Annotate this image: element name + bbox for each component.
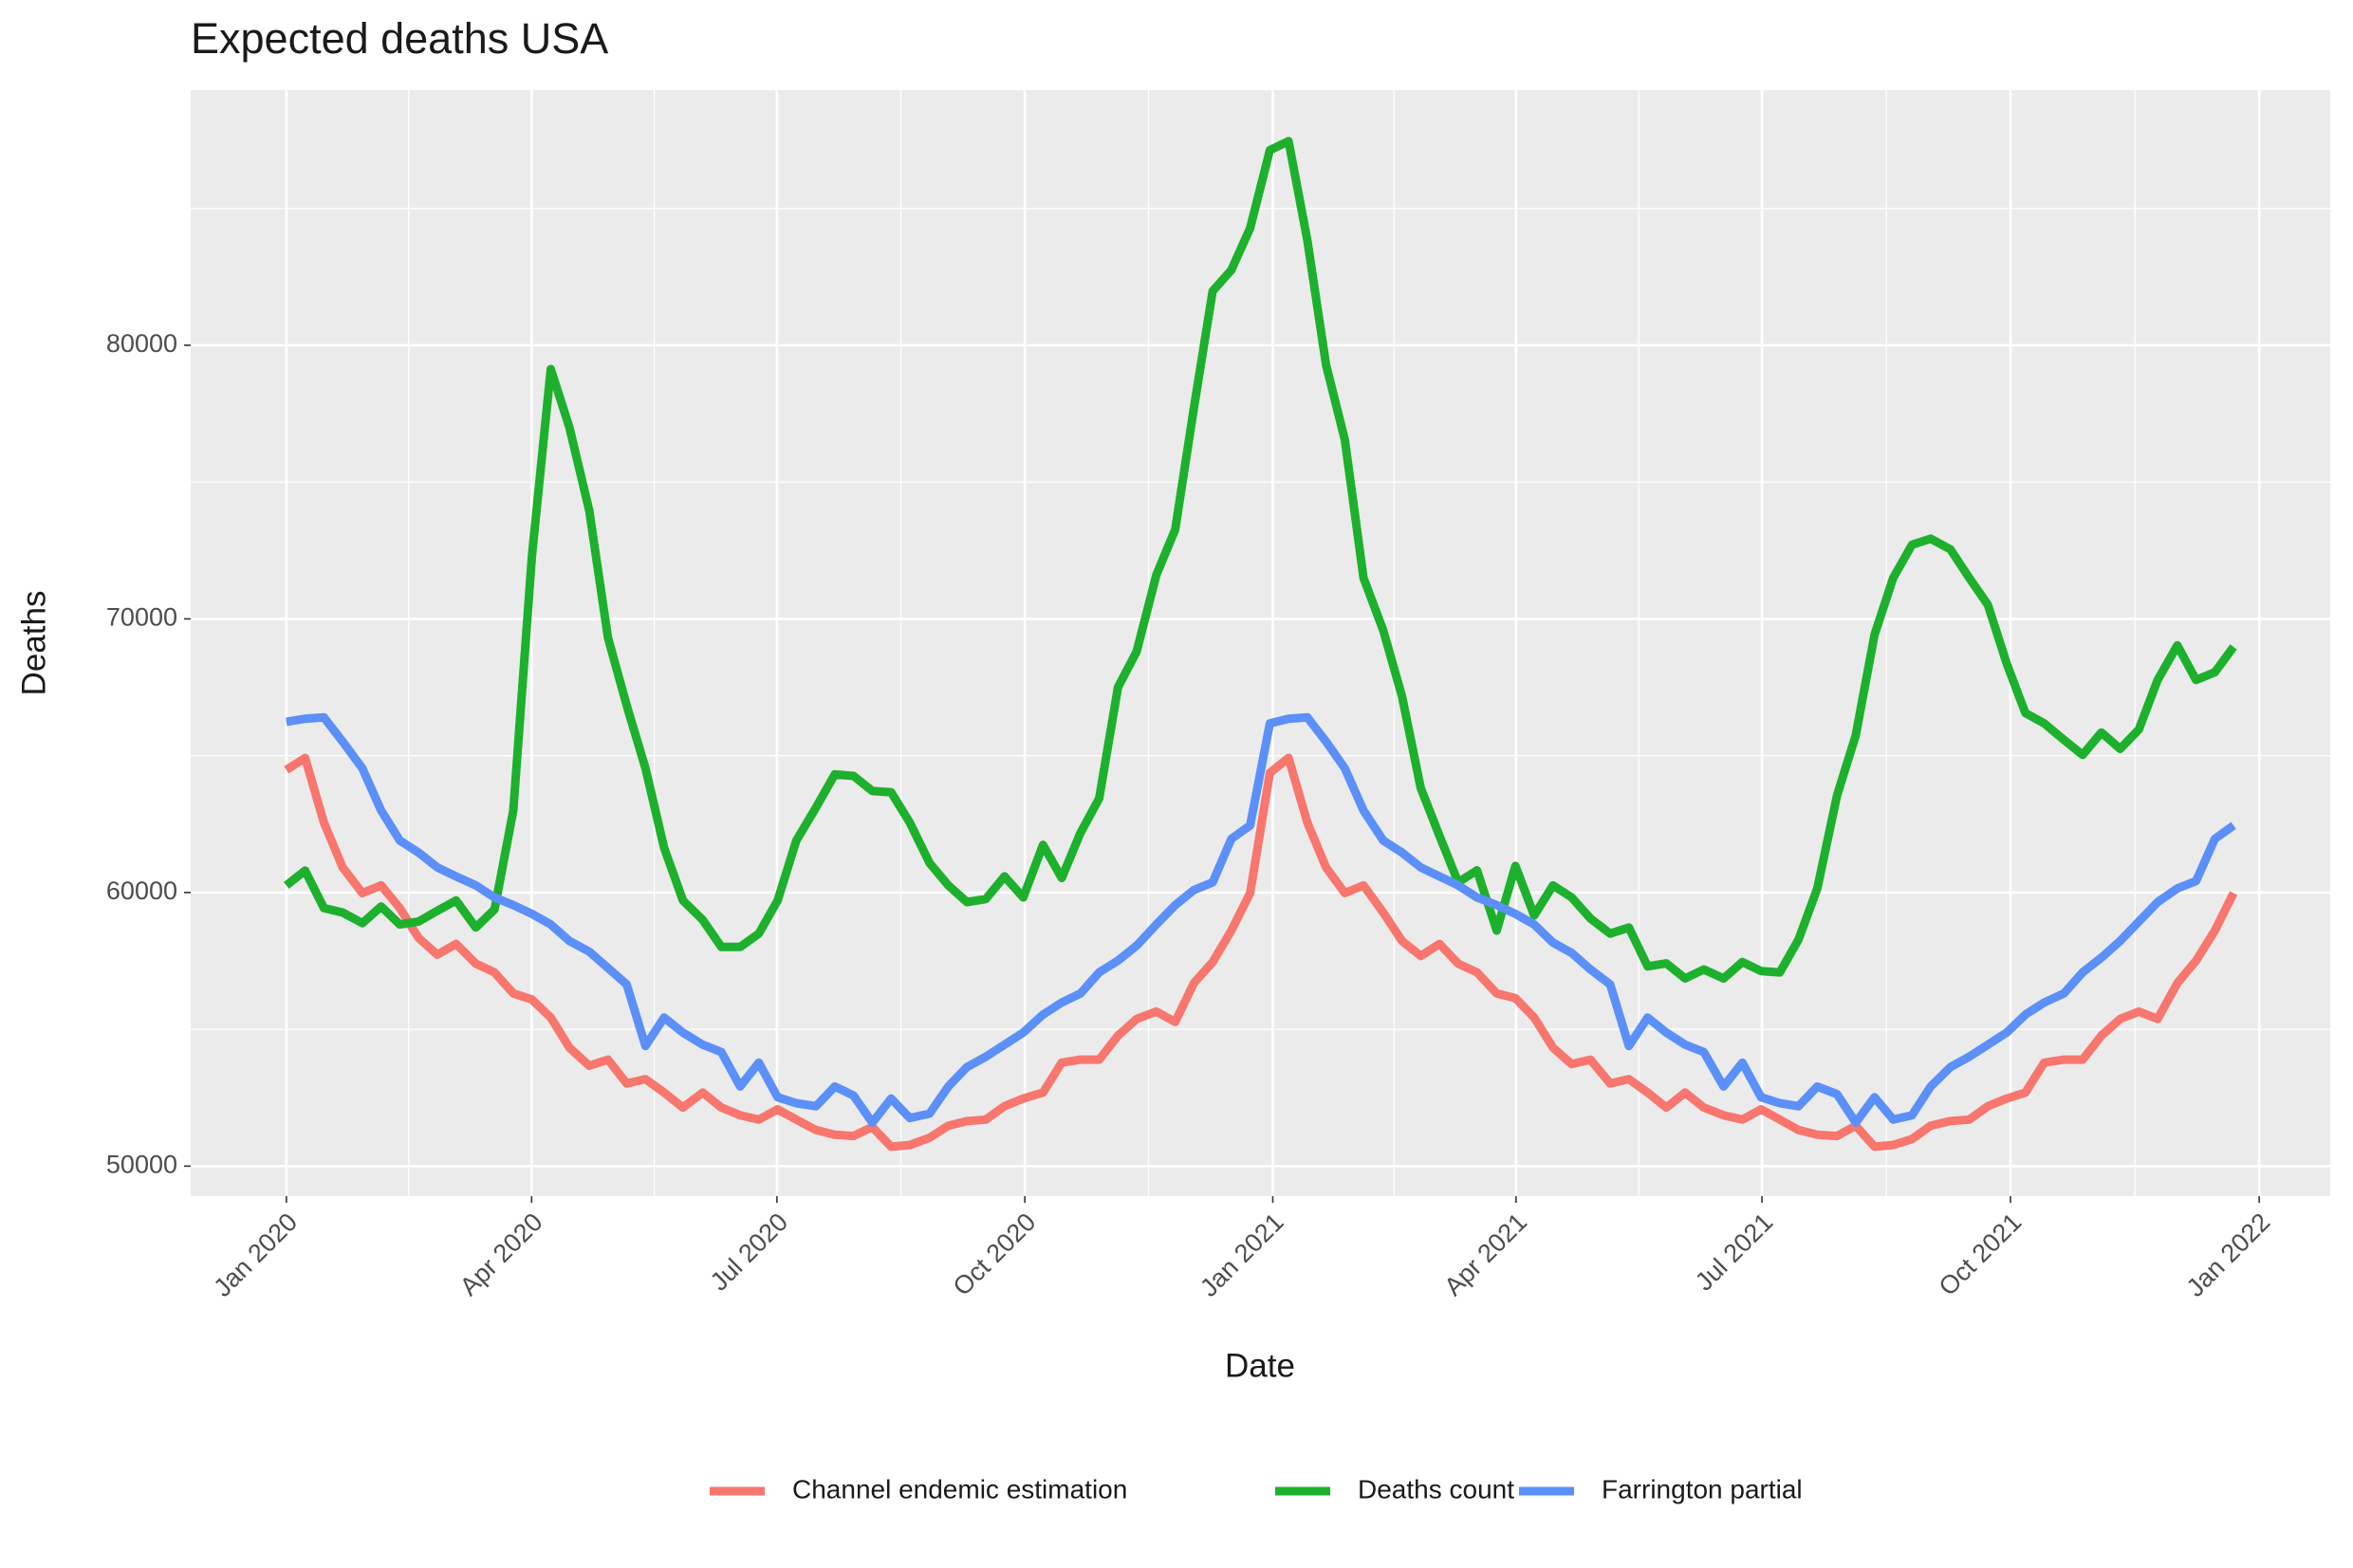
x-tick-label: Oct 2021 <box>1934 1208 2028 1301</box>
data-line <box>284 137 2237 983</box>
chart-title: Expected deaths USA <box>191 14 608 63</box>
x-tick-label: Jan 2022 <box>2181 1208 2276 1302</box>
legend-label: Channel endemic estimation <box>792 1474 1127 1503</box>
legend-label: Farrington partial <box>1602 1474 1803 1503</box>
x-tick-label: Jul 2021 <box>1690 1208 1778 1296</box>
y-tick-label: 50000 <box>106 1150 177 1178</box>
x-tick-label: Jan 2020 <box>208 1208 303 1302</box>
x-tick-label: Apr 2020 <box>454 1208 548 1301</box>
legend-label: Deaths count <box>1358 1474 1514 1503</box>
y-tick-label: 60000 <box>106 876 177 905</box>
data-line <box>284 753 2238 1152</box>
y-axis-title: Deaths <box>15 591 52 696</box>
y-tick-label: 70000 <box>106 603 177 632</box>
data-line <box>286 712 2236 1127</box>
x-tick-label: Apr 2021 <box>1438 1208 1532 1301</box>
x-tick-label: Oct 2020 <box>948 1208 1042 1301</box>
x-axis-title: Date <box>1225 1347 1295 1384</box>
legend: Channel endemic estimation Deaths count Fa… <box>710 1474 1803 1503</box>
y-tick-label: 80000 <box>106 329 177 358</box>
x-tick-label: Jul 2020 <box>705 1208 793 1296</box>
x-tick-label: Jan 2021 <box>1195 1208 1289 1302</box>
